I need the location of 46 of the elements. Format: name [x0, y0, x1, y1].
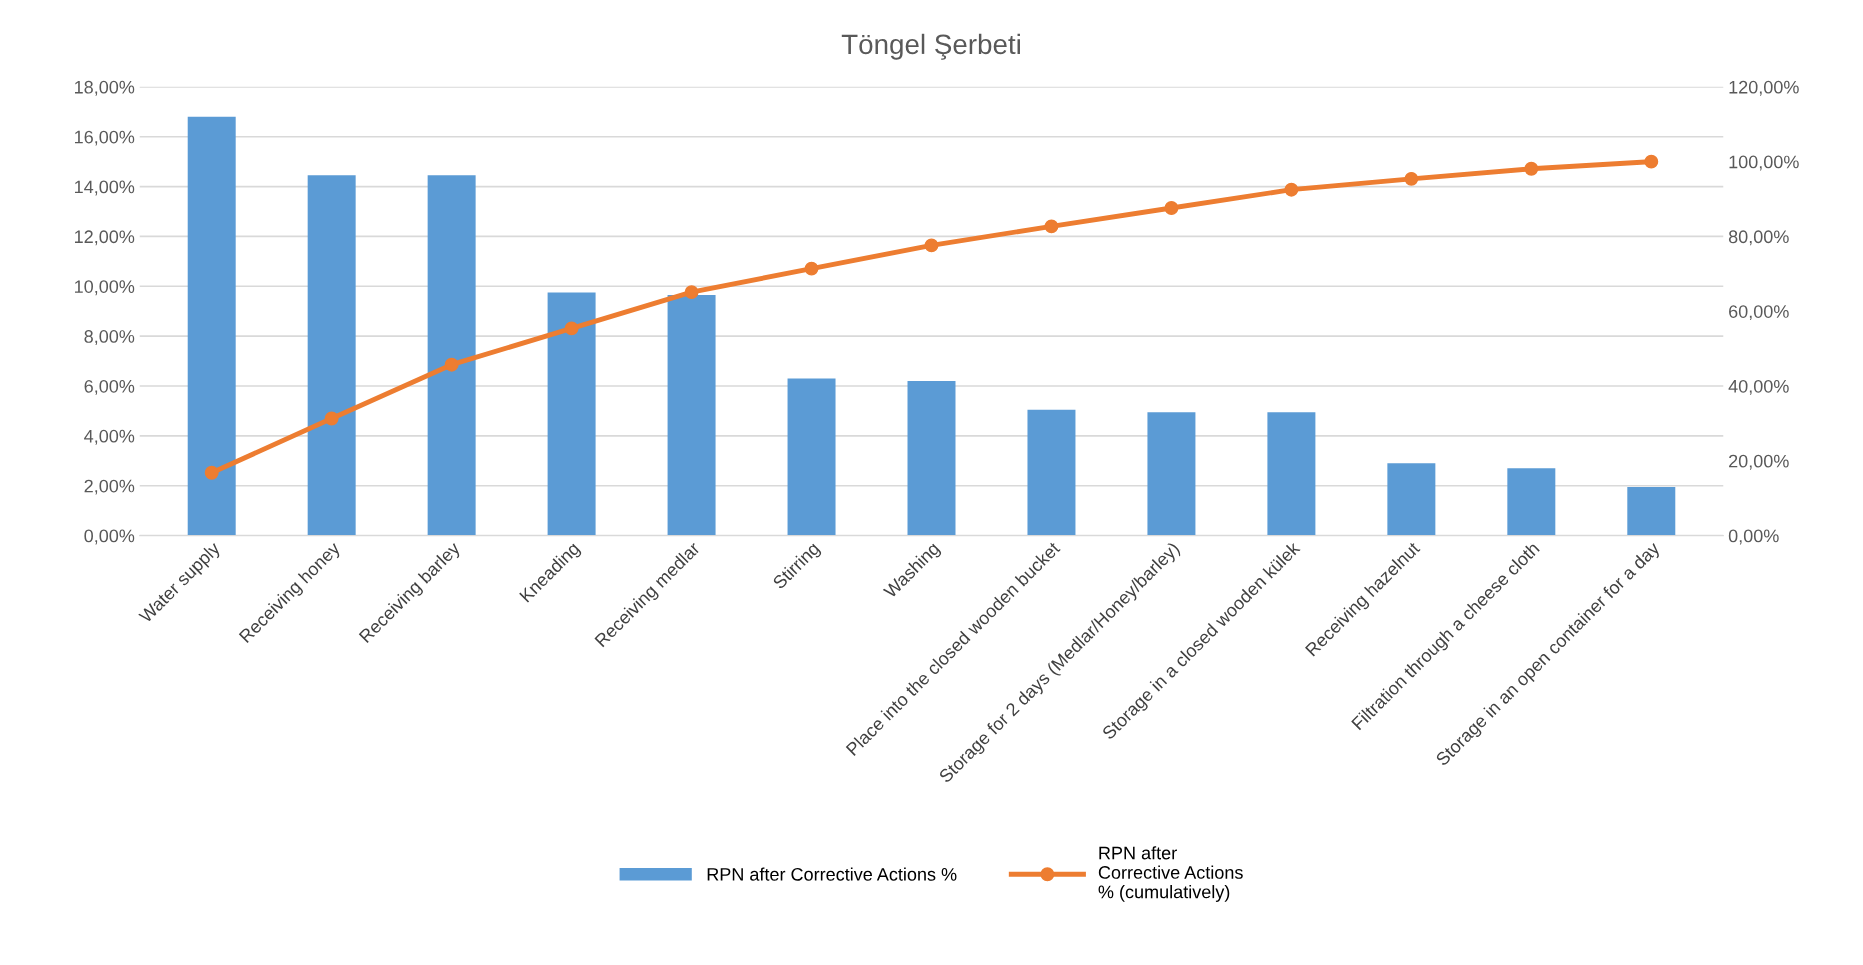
y2-tick-label: 20,00%: [1729, 454, 1789, 470]
bar: [307, 175, 356, 536]
bar: [427, 175, 476, 536]
point: [684, 285, 699, 300]
y2-tick-label: 0,00%: [1728, 529, 1779, 545]
y2-tick-label: 60,00%: [1729, 305, 1789, 321]
point: [1644, 154, 1659, 169]
point: [1284, 182, 1299, 197]
bar: [1027, 409, 1076, 536]
y-tick-label: 12,00%: [75, 230, 135, 246]
y-tick-label: 0,00%: [84, 529, 135, 545]
point: [1524, 161, 1539, 176]
bar: [1267, 412, 1316, 536]
bar: [1387, 463, 1436, 536]
y2-tick-label: 80,00%: [1728, 230, 1789, 246]
y-tick-label: 8,00%: [84, 330, 135, 345]
legend-label: RPN after Corrective Actions %: [707, 867, 957, 881]
bar: [1627, 486, 1676, 536]
y2-tick-label: 120,00%: [1729, 80, 1799, 96]
point: [1044, 219, 1059, 234]
bar: [787, 378, 836, 536]
point: [1164, 201, 1179, 215]
bar: [1147, 412, 1196, 536]
chart-title: Töngel Şerbeti: [841, 33, 1020, 60]
y-tick-label: 6,00%: [84, 379, 135, 395]
y2-tick-label: 100,00%: [1729, 155, 1799, 171]
y-tick-label: 10,00%: [75, 280, 135, 296]
bar: [1507, 468, 1556, 536]
bar: [547, 292, 596, 536]
point: [444, 357, 459, 372]
legend-label: RPN after Corrective Actions % (cumulatively): [1098, 846, 1243, 902]
y-tick-label: 4,00%: [84, 429, 135, 445]
bar: [907, 381, 956, 536]
point: [1404, 171, 1419, 186]
point: [204, 465, 219, 480]
y-tick-label: 2,00%: [84, 479, 135, 495]
point: [324, 411, 339, 426]
y-tick-label: 14,00%: [75, 180, 135, 196]
y-tick-label: 18,00%: [75, 80, 135, 96]
bar: [187, 116, 236, 536]
point: [564, 321, 579, 336]
point: [804, 261, 819, 276]
point: [924, 238, 939, 253]
bar: [667, 295, 716, 536]
y2-tick-label: 40,00%: [1728, 379, 1789, 395]
y-tick-label: 16,00%: [75, 130, 135, 146]
